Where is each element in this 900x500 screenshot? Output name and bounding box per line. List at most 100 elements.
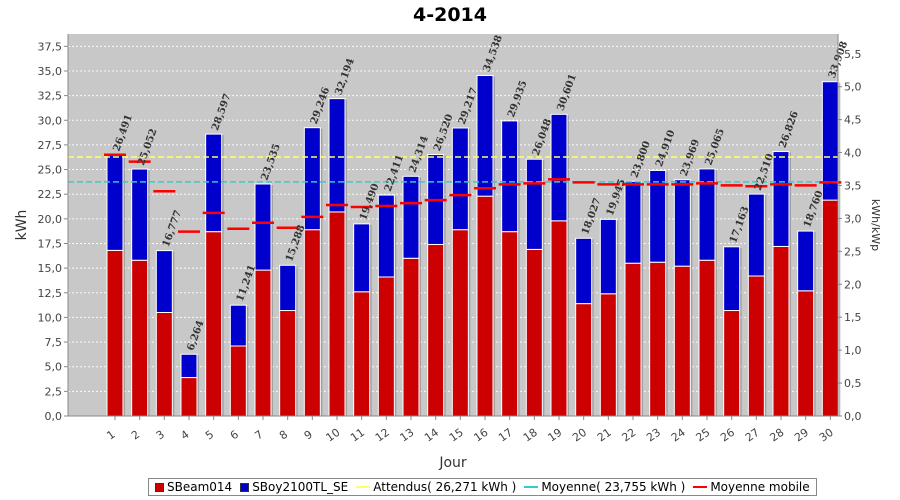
bar-sbeam014 bbox=[229, 345, 247, 417]
bar-sboy2100tl-se bbox=[106, 154, 124, 251]
moving-average bbox=[104, 153, 842, 233]
legend-item-moyenne-mobile: Moyenne mobile bbox=[693, 480, 810, 494]
bar-sboy2100tl-se bbox=[525, 158, 543, 250]
bar-sbeam014 bbox=[649, 261, 667, 417]
x-tick-label: 13 bbox=[398, 426, 417, 445]
y-tick-label: 32,5 bbox=[38, 90, 63, 103]
legend-label: Moyenne( 23,755 kWh ) bbox=[541, 480, 686, 494]
y-tick-label: 0,0 bbox=[45, 410, 63, 423]
bar-sboy2100tl-se bbox=[550, 113, 568, 222]
bar-sbeam014 bbox=[624, 262, 642, 417]
y-tick-label: 22,5 bbox=[38, 188, 63, 201]
bar-sbeam014 bbox=[131, 259, 149, 417]
chart-title: 4-2014 bbox=[413, 4, 487, 26]
bar-sbeam014 bbox=[575, 303, 593, 417]
x-tick-label: 8 bbox=[277, 428, 290, 443]
x-tick-label: 27 bbox=[743, 426, 762, 445]
x-tick-label: 7 bbox=[252, 428, 265, 443]
y-tick-label: 12,5 bbox=[38, 287, 63, 300]
legend-item-sboy2100tl-se: SBoy2100TL_SE bbox=[240, 480, 348, 494]
x-tick-label: 21 bbox=[595, 426, 614, 445]
bar-sboy2100tl-se bbox=[229, 304, 247, 347]
y-tick-label: 5,0 bbox=[45, 361, 63, 374]
bar-sbeam014 bbox=[402, 257, 420, 417]
bar-sboy2100tl-se bbox=[155, 250, 173, 313]
y-tick-label: 25,0 bbox=[38, 164, 63, 177]
bar-sbeam014 bbox=[303, 229, 321, 417]
bar-sboy2100tl-se bbox=[180, 353, 198, 379]
bar-sbeam014 bbox=[279, 310, 297, 417]
x-tick-label: 14 bbox=[422, 426, 441, 445]
x-tick-label: 10 bbox=[324, 426, 343, 445]
x-tick-label: 5 bbox=[203, 428, 216, 443]
bar-sboy2100tl-se bbox=[673, 179, 691, 267]
y2-tick-label: 1,5 bbox=[844, 311, 862, 324]
y2-tick-label: 3,0 bbox=[844, 212, 862, 225]
y2-tick-label: 1,0 bbox=[844, 344, 862, 357]
legend-item-sbeam014: SBeam014 bbox=[155, 480, 232, 494]
bar-sbeam014 bbox=[353, 291, 371, 417]
legend-label: SBeam014 bbox=[167, 480, 233, 494]
y2-axis-ticks: 0,0 0,5 1,0 1,5 2,0 2,5 3,0 3,5 4,0 4,5 5,0 5,5 bbox=[838, 48, 862, 423]
x-tick-label: 29 bbox=[792, 426, 811, 445]
y-tick-label: 10,0 bbox=[38, 311, 63, 324]
bar-sbeam014 bbox=[797, 290, 815, 417]
bar-sboy2100tl-se bbox=[723, 246, 741, 312]
y-tick-label: 20,0 bbox=[38, 213, 63, 226]
reference-lines bbox=[68, 156, 838, 183]
bar-sbeam014 bbox=[106, 249, 124, 417]
x-tick-label: 23 bbox=[644, 426, 663, 445]
bar-sboy2100tl-se bbox=[303, 127, 321, 231]
bar-sboy2100tl-se bbox=[599, 218, 617, 295]
x-tick-label: 28 bbox=[768, 426, 787, 445]
x-tick-label: 17 bbox=[496, 426, 515, 445]
x-tick-label: 18 bbox=[521, 426, 540, 445]
y2-tick-label: 4,0 bbox=[844, 147, 862, 160]
y-axis-ticks: 0,0 2,5 5,0 7,5 10,0 12,5 15,0 17,5 20,0 22,5 25,0… bbox=[38, 40, 68, 423]
x-tick-label: 12 bbox=[373, 426, 392, 445]
bar-sboy2100tl-se bbox=[747, 193, 765, 277]
legend-label: SBoy2100TL_SE bbox=[252, 480, 349, 494]
y2-tick-label: 0,5 bbox=[844, 377, 862, 390]
x-axis-ticks: 1 2 3 4 5 6 7 8 9 10 11 12 13 14 15 16 17 18 19 20 21 22 23 24 2… bbox=[104, 416, 836, 445]
y2-tick-label: 5,0 bbox=[844, 81, 862, 94]
y-tick-label: 37,5 bbox=[38, 40, 63, 53]
x-tick-label: 24 bbox=[669, 426, 688, 445]
legend: SBeam014 SBoy2100TL_SE Attendus( 26,271 … bbox=[148, 478, 817, 496]
y-tick-label: 17,5 bbox=[38, 237, 63, 250]
bar-sboy2100tl-se bbox=[131, 168, 149, 261]
legend-swatch bbox=[524, 486, 539, 488]
x-tick-label: 15 bbox=[447, 426, 466, 445]
bar-sboy2100tl-se bbox=[772, 151, 790, 247]
y-tick-label: 7,5 bbox=[45, 336, 63, 349]
legend-swatch bbox=[240, 482, 250, 492]
x-tick-label: 22 bbox=[620, 426, 639, 445]
x-tick-label: 30 bbox=[817, 426, 836, 445]
y-tick-label: 27,5 bbox=[38, 139, 63, 152]
y-tick-label: 35,0 bbox=[38, 65, 63, 78]
y2-tick-label: 2,5 bbox=[844, 245, 862, 258]
bar-sbeam014 bbox=[155, 311, 173, 417]
x-tick-label: 20 bbox=[570, 426, 589, 445]
bar-sboy2100tl-se bbox=[451, 127, 469, 231]
bar-sboy2100tl-se bbox=[476, 75, 494, 197]
x-tick-label: 25 bbox=[694, 426, 713, 445]
y2-axis-label: kWh/kWp bbox=[869, 199, 882, 251]
x-tick-label: 2 bbox=[129, 428, 142, 443]
x-tick-label: 6 bbox=[228, 428, 241, 443]
legend-swatch bbox=[356, 486, 371, 488]
legend-item-moyenne: Moyenne( 23,755 kWh ) bbox=[524, 480, 685, 494]
bar-sbeam014 bbox=[377, 276, 395, 417]
bar-sbeam014 bbox=[328, 211, 346, 417]
bar-sbeam014 bbox=[525, 248, 543, 417]
x-tick-label: 16 bbox=[472, 426, 491, 445]
y-axis-label: kWh bbox=[14, 210, 30, 241]
x-tick-label: 9 bbox=[302, 428, 315, 443]
bar-sbeam014 bbox=[205, 231, 223, 417]
bar-sbeam014 bbox=[427, 243, 445, 417]
bar-sbeam014 bbox=[673, 265, 691, 417]
y-tick-label: 15,0 bbox=[38, 262, 63, 275]
y-tick-label: 2,5 bbox=[45, 385, 63, 398]
bar-sboy2100tl-se bbox=[402, 175, 420, 259]
